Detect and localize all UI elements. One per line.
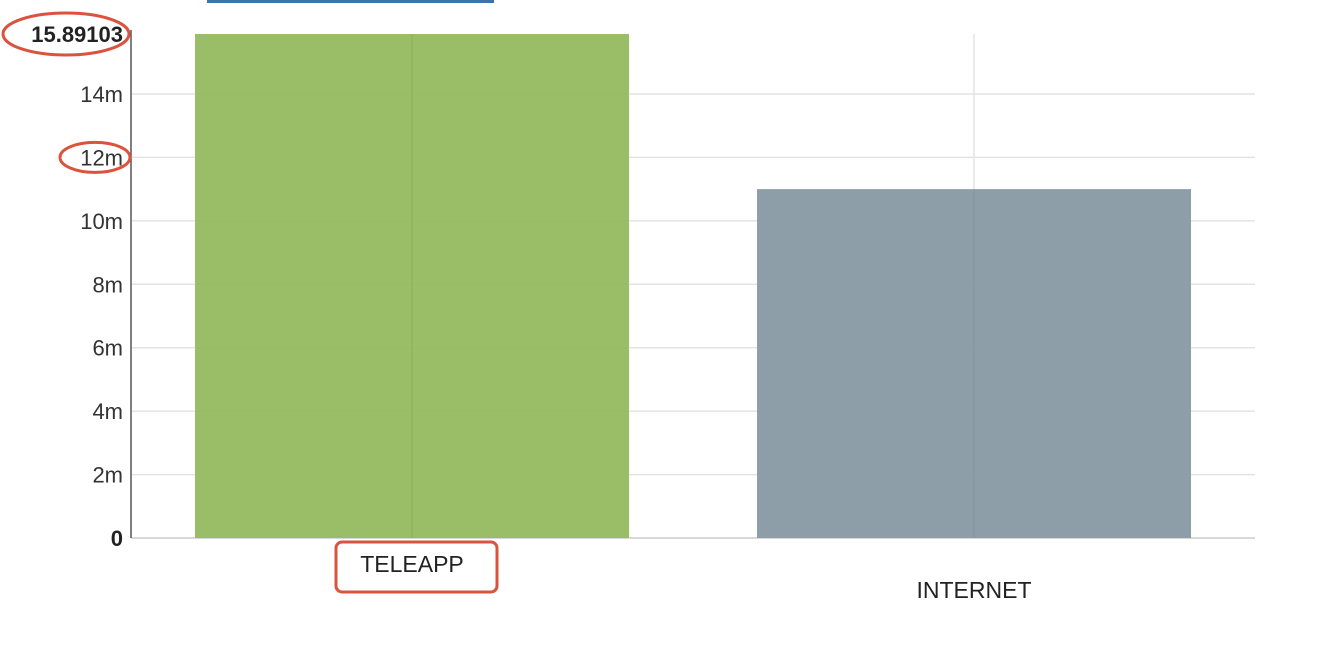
y-tick-label-2: 4m: [92, 399, 123, 424]
highlight-box-2: [334, 540, 499, 594]
highlight-ellipse-0: [1, 11, 131, 57]
x-tick-label-internet: INTERNET: [917, 577, 1032, 603]
highlight-annotations: [1, 11, 499, 594]
y-tick-label-1: 2m: [92, 463, 123, 488]
bar-internet[interactable]: [757, 189, 1191, 538]
bar-teleapp[interactable]: [195, 34, 629, 538]
y-tick-label-0: 0: [111, 526, 123, 551]
highlight-ellipse-1: [58, 140, 132, 174]
y-tick-label-3: 6m: [92, 336, 123, 361]
x-tick-label-teleapp: TELEAPP: [360, 551, 464, 577]
y-tick-label-4: 8m: [92, 272, 123, 297]
y-tick-labels: 0 2m 4m 6m 8m 10m 12m 14m 15.89103: [31, 22, 123, 551]
x-tick-labels: TELEAPP INTERNET: [360, 551, 1031, 603]
y-tick-label-8: 15.89103: [31, 22, 123, 47]
top-bar-strip: [207, 0, 494, 3]
y-tick-label-7: 14m: [80, 82, 123, 107]
y-tick-label-6: 12m: [80, 145, 123, 170]
bars: [195, 34, 1191, 538]
y-tick-label-5: 10m: [80, 209, 123, 234]
